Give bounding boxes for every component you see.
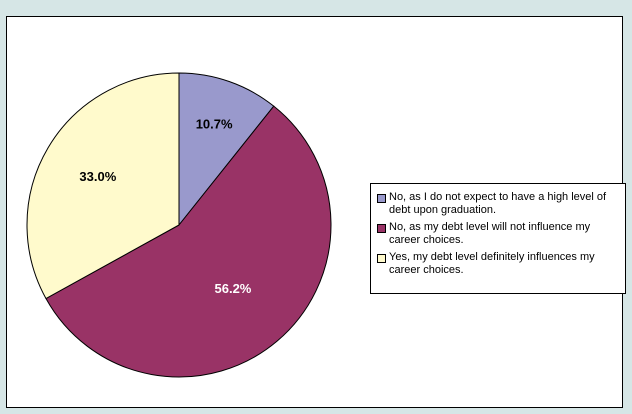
pie-label-no-influence: 56.2% [215, 281, 252, 296]
pie-chart: 10.7% 56.2% 33.0% [26, 72, 332, 378]
legend-swatch-no-influence [377, 224, 386, 233]
pie-slice-no-high-debt [178, 72, 275, 227]
legend-label-no-high-debt: No, as I do not expect to have a high le… [389, 191, 607, 216]
chart-frame: 10.7% 56.2% 33.0% No, as I do not expect t… [6, 16, 626, 408]
legend-item: Yes, my debt level definitely influences… [377, 251, 621, 276]
legend: No, as I do not expect to have a high le… [370, 183, 626, 294]
pie-label-yes-influences: 33.0% [79, 169, 116, 184]
pie-slice-no-influence [45, 105, 332, 378]
legend-swatch-no-high-debt [377, 194, 386, 203]
pie-slice-yes-influences [26, 72, 180, 300]
pie-label-no-high-debt: 10.7% [196, 117, 233, 132]
legend-label-yes-influences: Yes, my debt level definitely influences… [389, 251, 595, 276]
legend-item: No, as I do not expect to have a high le… [377, 191, 621, 216]
legend-item: No, as my debt level will not influence … [377, 221, 621, 246]
legend-label-no-influence: No, as my debt level will not influence … [389, 221, 591, 246]
legend-swatch-yes-influences [377, 254, 386, 263]
